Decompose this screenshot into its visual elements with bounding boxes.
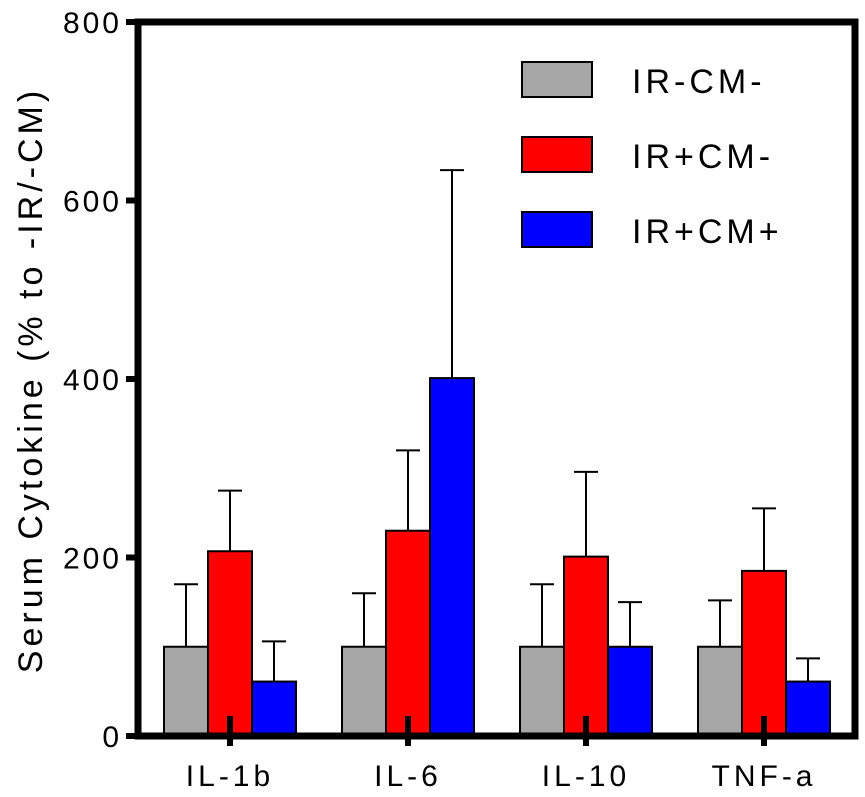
bar-IR+CM+-IL-6	[429, 377, 475, 737]
y-tick-label: 600	[63, 186, 122, 219]
x-tick-label: IL-6	[374, 760, 442, 793]
plot-frame	[134, 18, 859, 740]
bar-IR+CM+-IL-10	[607, 645, 653, 737]
x-tick-label: IL-10	[542, 760, 630, 793]
bar-IR+CM+-IL-1b	[251, 680, 297, 737]
legend-label: IR+CM+	[632, 213, 783, 251]
bar-IR+CM--IL-10	[563, 555, 609, 737]
y-tick-label: 200	[63, 543, 122, 576]
legend-label: IR-CM-	[632, 63, 766, 101]
category-labels: IL-1b IL-6 IL-10 TNF-a	[186, 760, 817, 793]
bar-IR+CM--IL-6	[385, 529, 431, 737]
bar-IR+CM+-TNF-a	[785, 680, 831, 737]
x-tick-label: IL-1b	[186, 760, 274, 793]
bar-IR+CM--TNF-a	[741, 569, 787, 738]
x-tick-marks	[227, 716, 767, 746]
legend: IR-CM- IR+CM- IR+CM+	[521, 61, 783, 251]
bar-IR+CM--IL-1b	[207, 550, 253, 737]
x-tick-label: TNF-a	[712, 760, 817, 793]
bars	[163, 377, 831, 738]
bar-IR-CM--IL-10	[519, 645, 565, 737]
y-axis-label: Serum Cytokine (% to -IR/-CM)	[12, 87, 50, 673]
legend-swatch	[521, 136, 593, 173]
bar-IR-CM--IL-6	[341, 645, 387, 737]
legend-label: IR+CM-	[632, 138, 774, 176]
bar-IR-CM--TNF-a	[697, 645, 743, 737]
y-tick-labels: 0 200 400 600 800	[63, 7, 122, 754]
y-tick-label: 800	[63, 7, 122, 40]
y-tick-label: 0	[102, 721, 122, 754]
bar-IR-CM--IL-1b	[163, 645, 209, 737]
y-tick-label: 400	[63, 364, 122, 397]
legend-swatch	[521, 211, 593, 248]
legend-swatch	[521, 61, 593, 98]
error-bars	[174, 169, 820, 682]
